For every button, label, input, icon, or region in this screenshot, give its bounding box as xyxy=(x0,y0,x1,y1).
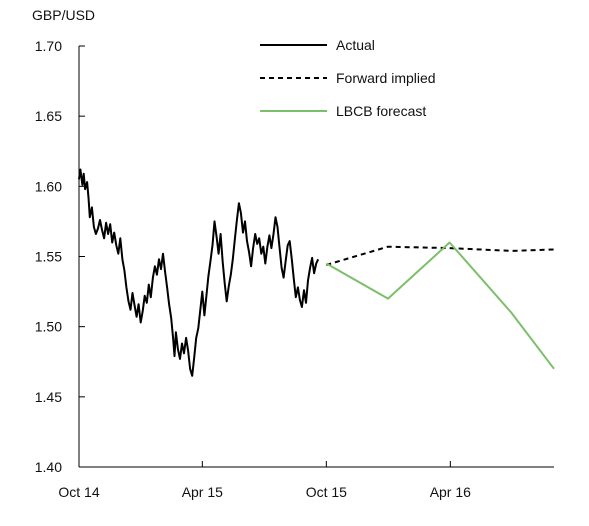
x-tick-label: Oct 14 xyxy=(58,484,99,500)
y-tick-label: 1.65 xyxy=(35,108,62,124)
y-tick-label: 1.60 xyxy=(35,178,62,194)
y-tick-label: 1.50 xyxy=(35,319,62,335)
legend-label-lbcb-forecast: LBCB forecast xyxy=(336,103,426,119)
y-tick-label: 1.40 xyxy=(35,459,62,475)
x-tick-label: Oct 15 xyxy=(306,484,347,500)
legend-label-forward-implied: Forward implied xyxy=(336,70,436,86)
x-tick-label: Apr 16 xyxy=(430,484,471,500)
series-layer xyxy=(78,168,555,377)
axes: 1.70 1.65 1.60 1.55 1.50 1.45 1.40 Oct 14 Apr 15… xyxy=(35,38,554,500)
y-tick-label: 1.45 xyxy=(35,389,62,405)
y-axis-title: GBP/USD xyxy=(32,7,95,23)
legend-label-actual: Actual xyxy=(336,37,375,53)
y-tick-label: 1.70 xyxy=(35,38,62,54)
series-line-actual xyxy=(78,168,320,377)
legend: Actual Forward implied LBCB forecast xyxy=(260,37,436,119)
x-tick-label: Apr 15 xyxy=(182,484,223,500)
series-line-lbcb-forecast xyxy=(325,241,555,370)
series-line-forward-implied xyxy=(326,245,555,266)
y-tick-label: 1.55 xyxy=(35,249,62,265)
